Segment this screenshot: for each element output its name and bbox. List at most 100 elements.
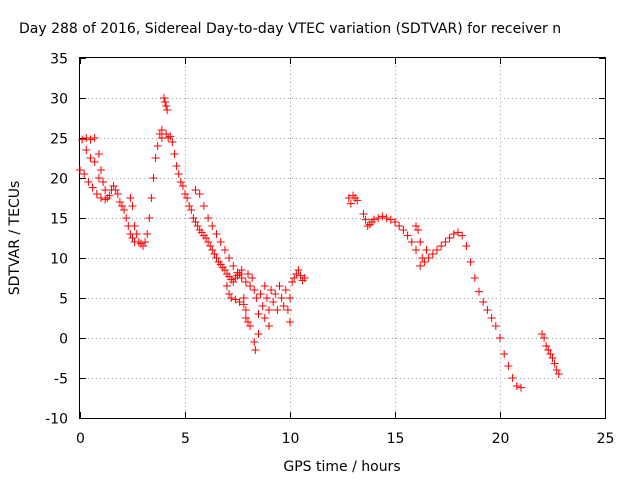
data-point bbox=[244, 318, 252, 326]
data-point bbox=[229, 262, 238, 270]
data-point bbox=[512, 382, 521, 390]
data-point bbox=[487, 314, 496, 322]
data-point bbox=[212, 254, 221, 262]
x-tick-label: 20 bbox=[492, 431, 510, 447]
data-point bbox=[441, 238, 450, 246]
data-point bbox=[191, 218, 200, 226]
data-point bbox=[122, 214, 131, 222]
data-point bbox=[172, 162, 181, 170]
data-point bbox=[256, 290, 265, 298]
data-point bbox=[76, 166, 84, 174]
data-point bbox=[206, 242, 215, 250]
data-point bbox=[216, 260, 225, 269]
data-point bbox=[149, 174, 158, 182]
data-point bbox=[250, 338, 259, 346]
data-point bbox=[370, 215, 378, 224]
data-point bbox=[403, 231, 412, 240]
data-point bbox=[252, 294, 261, 302]
data-point bbox=[210, 250, 219, 258]
data-point bbox=[90, 158, 99, 166]
data-point bbox=[99, 178, 108, 186]
data-point bbox=[254, 330, 263, 338]
data-point bbox=[470, 274, 479, 282]
data-point bbox=[382, 214, 391, 222]
data-point bbox=[361, 215, 370, 224]
data-point bbox=[132, 230, 141, 238]
data-point bbox=[227, 294, 236, 302]
data-point bbox=[204, 238, 213, 246]
data-point bbox=[164, 134, 173, 142]
grid-lines bbox=[80, 58, 605, 418]
data-point bbox=[262, 294, 271, 302]
data-point bbox=[78, 135, 87, 144]
data-point bbox=[130, 222, 139, 230]
data-point bbox=[546, 350, 555, 358]
data-point bbox=[269, 298, 278, 306]
data-point bbox=[225, 272, 234, 281]
data-point bbox=[170, 150, 179, 158]
data-point bbox=[554, 370, 563, 378]
data-point bbox=[92, 190, 101, 198]
data-point bbox=[267, 286, 276, 294]
data-point bbox=[424, 254, 433, 262]
data-point bbox=[246, 322, 255, 330]
data-point bbox=[466, 258, 475, 266]
data-point bbox=[128, 234, 137, 242]
data-point bbox=[197, 228, 206, 237]
data-point bbox=[208, 222, 217, 230]
data-point bbox=[548, 354, 557, 362]
data-point bbox=[82, 134, 91, 142]
x-tick-label: 0 bbox=[76, 431, 85, 447]
data-point bbox=[544, 346, 553, 354]
data-point bbox=[265, 306, 273, 314]
data-point bbox=[178, 182, 187, 190]
data-point bbox=[290, 274, 299, 282]
data-point bbox=[151, 154, 160, 162]
data-point bbox=[118, 202, 126, 210]
data-point bbox=[223, 282, 231, 290]
data-point bbox=[294, 266, 303, 274]
data-point bbox=[162, 130, 171, 138]
data-point bbox=[235, 298, 244, 306]
data-point bbox=[183, 194, 192, 202]
data-point bbox=[378, 212, 387, 221]
data-point bbox=[202, 234, 210, 242]
y-tick-label: 10 bbox=[50, 252, 68, 268]
data-point bbox=[363, 222, 372, 230]
data-point bbox=[208, 246, 217, 254]
data-point bbox=[550, 359, 559, 368]
data-point bbox=[239, 294, 248, 302]
data-point bbox=[475, 287, 483, 296]
data-point bbox=[174, 170, 183, 178]
data-point bbox=[258, 302, 267, 310]
y-tick-label: 25 bbox=[50, 132, 68, 148]
data-point bbox=[449, 230, 458, 238]
data-point bbox=[286, 318, 294, 326]
data-point bbox=[143, 230, 152, 238]
y-tick-label: 20 bbox=[50, 172, 68, 188]
data-point bbox=[248, 274, 257, 282]
data-point bbox=[86, 154, 95, 162]
data-point bbox=[292, 270, 301, 278]
y-tick-label: 5 bbox=[59, 292, 68, 308]
data-point bbox=[283, 306, 292, 314]
data-point bbox=[120, 206, 129, 214]
data-point bbox=[399, 226, 408, 234]
data-point bbox=[265, 322, 273, 330]
data-point bbox=[254, 310, 263, 318]
data-point bbox=[225, 290, 234, 298]
data-point bbox=[168, 138, 177, 146]
data-point bbox=[296, 271, 305, 280]
plot-frame bbox=[79, 57, 606, 419]
data-point bbox=[204, 214, 213, 222]
data-point bbox=[479, 298, 488, 306]
data-point bbox=[163, 106, 172, 114]
data-point bbox=[500, 350, 509, 358]
data-point bbox=[160, 94, 168, 102]
data-point bbox=[386, 215, 395, 224]
data-point bbox=[212, 230, 221, 238]
data-point bbox=[97, 166, 105, 174]
data-point bbox=[84, 178, 93, 186]
data-point bbox=[235, 270, 244, 278]
